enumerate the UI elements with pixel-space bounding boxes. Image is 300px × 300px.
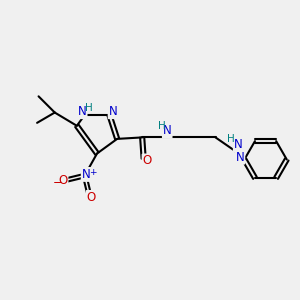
Text: N: N bbox=[163, 124, 172, 137]
Text: H: H bbox=[85, 103, 93, 112]
Text: −: − bbox=[52, 176, 62, 190]
Text: N: N bbox=[78, 105, 87, 118]
Text: H: H bbox=[227, 134, 235, 145]
Text: N: N bbox=[82, 168, 91, 181]
Text: +: + bbox=[89, 168, 97, 177]
Text: H: H bbox=[158, 121, 166, 131]
Text: O: O bbox=[58, 173, 68, 187]
Text: N: N bbox=[234, 138, 243, 151]
Text: O: O bbox=[87, 191, 96, 204]
Text: N: N bbox=[109, 105, 117, 118]
Text: N: N bbox=[236, 151, 244, 164]
Text: O: O bbox=[142, 154, 152, 167]
